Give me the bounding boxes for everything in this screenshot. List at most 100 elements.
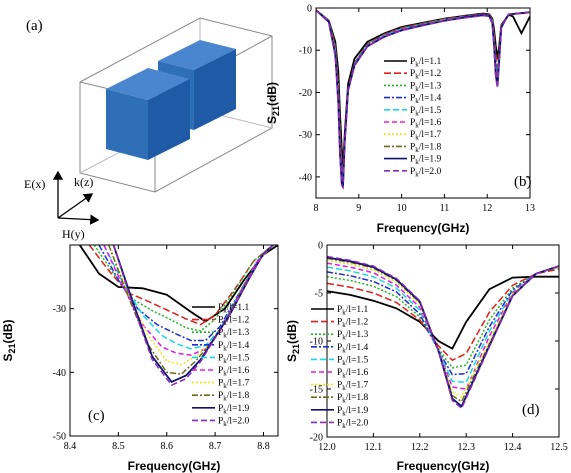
legend-label-9: Pk/l=1.9 — [218, 404, 250, 416]
k-vector-arrow — [57, 193, 94, 219]
legend-label-10: Pk/l=2.0 — [337, 418, 369, 430]
series-line-2 — [327, 268, 559, 362]
series-line-4 — [98, 245, 274, 342]
y-tick-label: -10 — [299, 46, 312, 57]
x-tick-label: 12 — [482, 203, 492, 214]
y-axis-label: S21(dB) — [1, 319, 17, 361]
y-tick-label: -20 — [299, 88, 312, 99]
legend-label-7: Pk/l=1.7 — [337, 381, 369, 393]
k-vector-label: k(z) — [74, 175, 93, 189]
x-axis-label: Frequency(GHz) — [397, 459, 490, 473]
x-tick-label: 9 — [356, 203, 361, 214]
legend-label-4: Pk/l=1.4 — [218, 341, 250, 353]
legend-label-8: Pk/l=1.8 — [337, 393, 369, 405]
y-tick-label: -40 — [53, 368, 66, 379]
e-field-label: E(x) — [24, 177, 45, 191]
panel-label-b: (b) — [514, 174, 532, 190]
legend-label-5: Pk/l=1.5 — [410, 106, 442, 118]
x-tick-label: 11 — [440, 203, 450, 214]
plot-frame — [315, 7, 531, 199]
legend-label-2: Pk/l=1.2 — [410, 69, 442, 81]
panel-label-a: (a) — [26, 18, 43, 34]
panel-c-chart: 8.4 8.5 8.6 8.7 8.8 -30 -40 -50 Frequency(GHz) S2… — [1, 244, 279, 473]
y-tick-label: -30 — [299, 130, 312, 141]
y-axis-label: S21(dB) — [265, 82, 281, 124]
panel-label-d: (d) — [522, 402, 540, 418]
legend: Pk/l=1.1Pk/l=1.2Pk/l=1.3Pk/l=1.4Pk/l=1.5… — [384, 57, 442, 178]
panel-label-c: (c) — [88, 408, 105, 424]
y-tick-label: 0 — [307, 4, 312, 15]
x-tick-label: 12.1 — [365, 442, 383, 453]
y-tick-label: -5 — [315, 289, 323, 300]
x-tick-label: 8.4 — [64, 441, 77, 452]
legend-label-10: Pk/l=2.0 — [410, 167, 442, 179]
series-line-6 — [327, 262, 559, 390]
legend-label-1: Pk/l=1.1 — [410, 57, 442, 69]
legend-label-7: Pk/l=1.7 — [410, 130, 442, 142]
x-axis-label: Frequency(GHz) — [377, 221, 470, 235]
legend-label-10: Pk/l=2.0 — [218, 416, 250, 428]
legend-label-2: Pk/l=1.2 — [218, 316, 250, 328]
x-tick-label: 8 — [314, 203, 319, 214]
panel-a-schematic: (a) E(x) k(z) H( — [24, 17, 273, 241]
series-line-10 — [316, 9, 530, 190]
legend-label-7: Pk/l=1.7 — [218, 379, 250, 391]
y-tick-label: -50 — [53, 432, 66, 443]
panel-b-chart: 8 9 10 11 12 13 0 -10 -20 -30 -40 Frequency(GHz) S21… — [265, 4, 535, 236]
x-tick-label: 8.6 — [160, 441, 173, 452]
x-tick-label: 12.2 — [411, 442, 429, 453]
series-line-10 — [327, 255, 559, 410]
series-line-6 — [103, 245, 274, 356]
x-tick-label: 8.7 — [209, 441, 222, 452]
series-line-3 — [327, 266, 559, 369]
legend-label-3: Pk/l=1.3 — [410, 81, 442, 93]
legend-label-8: Pk/l=1.8 — [410, 142, 442, 154]
coordinate-axes — [52, 170, 100, 225]
y-tick-label: -30 — [53, 304, 66, 315]
legend-label-9: Pk/l=1.9 — [410, 155, 442, 167]
legend-label-1: Pk/l=1.1 — [218, 303, 250, 315]
legend-label-5: Pk/l=1.5 — [218, 353, 250, 365]
x-tick-label: 12.0 — [318, 442, 336, 453]
legend: Pk/l=1.1Pk/l=1.2Pk/l=1.3Pk/l=1.4Pk/l=1.5… — [192, 303, 250, 428]
legend: Pk/l=1.1Pk/l=1.2Pk/l=1.3Pk/l=1.4Pk/l=1.5… — [311, 305, 369, 430]
panel-d-chart: 12.0 12.1 12.2 12.3 12.4 12.5 0 -5 -10 -15 -20 Freq… — [285, 241, 568, 473]
legend-label-2: Pk/l=1.2 — [337, 318, 369, 330]
series-line-1 — [327, 275, 559, 350]
legend-label-3: Pk/l=1.3 — [337, 330, 369, 342]
y-tick-label: -10 — [310, 337, 323, 348]
cube-front — [106, 68, 190, 160]
legend-label-4: Pk/l=1.4 — [410, 94, 442, 106]
h-field-label: H(y) — [62, 227, 85, 241]
legend-label-9: Pk/l=1.9 — [337, 406, 369, 418]
x-axis-label: Frequency(GHz) — [128, 459, 221, 473]
x-tick-label: 10 — [397, 203, 407, 214]
legend-label-8: Pk/l=1.8 — [218, 391, 250, 403]
x-tick-label: 8.5 — [112, 441, 125, 452]
legend-label-6: Pk/l=1.6 — [218, 366, 250, 378]
series-group — [327, 255, 559, 410]
y-tick-label: -40 — [299, 172, 312, 183]
y-tick-label: 0 — [318, 241, 323, 252]
legend-label-1: Pk/l=1.1 — [337, 305, 369, 317]
series-group — [78, 245, 278, 387]
y-tick-label: -20 — [310, 433, 323, 444]
series-line-4 — [327, 265, 559, 376]
x-tick-label: 12.5 — [550, 442, 568, 453]
series-group — [316, 9, 530, 190]
legend-label-6: Pk/l=1.6 — [337, 368, 369, 380]
x-tick-label: 8.8 — [257, 441, 270, 452]
y-tick-label: -15 — [310, 385, 323, 396]
y-axis-label: S21(dB) — [285, 320, 301, 362]
legend-label-5: Pk/l=1.5 — [337, 355, 369, 367]
plot-frame — [69, 244, 279, 437]
x-tick-label: 12.3 — [457, 442, 475, 453]
x-tick-label: 12.4 — [504, 442, 522, 453]
h-field-arrow — [57, 214, 100, 225]
x-tick-label: 13 — [525, 203, 535, 214]
legend-label-6: Pk/l=1.6 — [410, 118, 442, 130]
legend-label-3: Pk/l=1.3 — [218, 328, 250, 340]
series-line-1 — [78, 245, 278, 323]
series-line-5 — [327, 265, 559, 384]
